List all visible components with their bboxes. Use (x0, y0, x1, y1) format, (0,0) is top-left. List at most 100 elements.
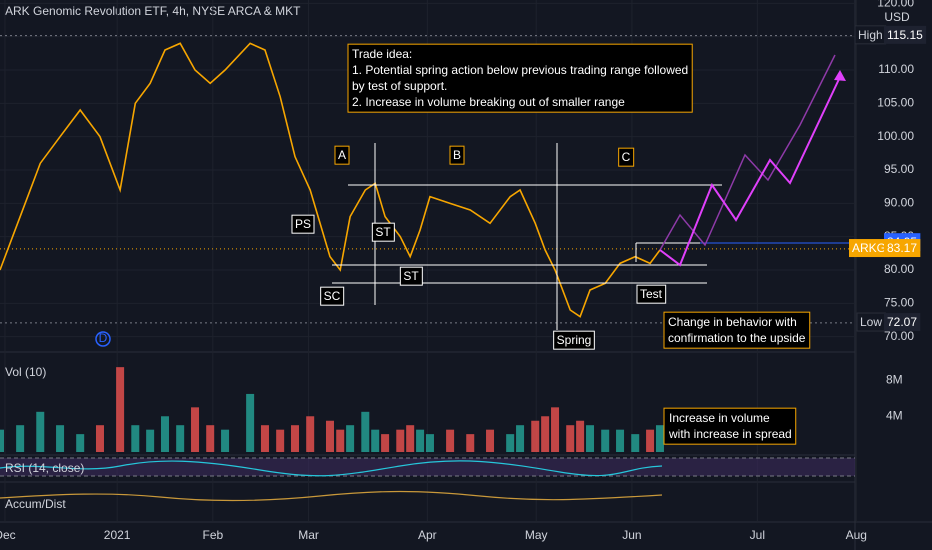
volume-bar (76, 434, 85, 452)
x-tick-label: Apr (418, 528, 437, 542)
phase-label: B (453, 148, 461, 162)
volume-bar (306, 416, 315, 452)
y-tick-label: 95.00 (884, 162, 914, 176)
accum-dist-line (0, 490, 663, 502)
x-tick-label: May (525, 528, 548, 542)
volume-bar (566, 425, 575, 452)
x-tick-label: Feb (202, 528, 223, 542)
volume-bar (646, 429, 655, 452)
phase-label-box (618, 147, 635, 167)
y-tick-label: 90.00 (884, 196, 914, 210)
volume-bar (160, 416, 169, 452)
y-tick-label: 75.00 (884, 296, 914, 310)
event-label: SC (324, 289, 341, 303)
x-tick-label: Dec (0, 528, 16, 542)
event-label: Spring (557, 333, 592, 347)
y-tick-label: 105.00 (877, 96, 914, 110)
volume-bar (601, 429, 610, 452)
volume-bar (486, 429, 495, 452)
volume-bar (616, 429, 625, 452)
rsi-label: RSI (14, close) (5, 461, 84, 475)
volume-bar (206, 425, 215, 452)
y-tick-label: 120.00 (877, 0, 914, 10)
phase-label-box (449, 145, 465, 165)
phase-label: C (622, 150, 631, 164)
event-label: Test (640, 287, 663, 301)
event-label-box (291, 214, 315, 234)
volume-note: Increase in volume (669, 411, 770, 425)
volume-bar (531, 420, 540, 452)
projection-alt (659, 54, 836, 251)
projection-arrow (834, 70, 846, 81)
trade-idea: 2. Increase in volume breaking out of sm… (352, 95, 625, 109)
volume-bar (381, 434, 390, 452)
volume-bar (551, 407, 560, 452)
volume-note: with increase in spread (668, 427, 792, 441)
volume-bar (466, 434, 475, 452)
volume-bar (276, 429, 285, 452)
volume-note-box (663, 407, 797, 445)
volume-bar (176, 425, 185, 452)
badge-label: High (858, 28, 883, 42)
y-tick-label: 80.00 (884, 262, 914, 276)
event-label-box (553, 330, 595, 350)
volume-bar (325, 420, 334, 452)
price-badge-box (884, 239, 921, 258)
volume-bar (516, 425, 525, 452)
currency: USD (884, 10, 910, 24)
volume-bar (116, 367, 125, 452)
dividend-label: D (99, 331, 108, 345)
badge-label: Low (860, 315, 882, 329)
change-note: confirmation to the upside (668, 331, 806, 345)
price-badge-box (884, 313, 921, 332)
volume-bar (506, 434, 515, 452)
volume-tick-label: 4M (886, 408, 903, 422)
price-badge: 72.07 (887, 315, 917, 329)
dividend-marker (95, 331, 111, 347)
volume-bar (541, 416, 550, 452)
volume-bar (425, 434, 434, 452)
volume-bar (446, 429, 455, 452)
rsi-line (0, 460, 663, 477)
phase-label: A (338, 148, 346, 162)
event-label: PS (295, 217, 311, 231)
volume-bar (336, 429, 345, 452)
volume-bar (246, 393, 255, 452)
y-tick-label: 110.00 (878, 62, 914, 76)
x-tick-label: Aug (846, 528, 867, 542)
event-label: ST (403, 269, 419, 283)
event-label-box (399, 266, 423, 286)
price-badge: 115.15 (887, 28, 923, 42)
volume-bar (0, 429, 4, 452)
price-badge: 83.17 (887, 241, 917, 255)
event-label: ST (375, 225, 391, 239)
annotations-lines (332, 143, 722, 330)
trade-idea: by test of support. (352, 79, 447, 93)
trade-idea-box (347, 43, 693, 113)
volume-bar (586, 425, 595, 452)
volume-bar (371, 429, 380, 452)
volume-bar (576, 420, 585, 452)
volume-bar (56, 425, 65, 452)
phase-label-box (334, 145, 350, 165)
event-label-box (320, 286, 345, 306)
volume-bar (131, 425, 140, 452)
volume-bar (260, 425, 269, 452)
volume-bar (36, 411, 45, 452)
volume-bar (191, 407, 200, 452)
volume-bar (291, 425, 300, 452)
x-tick-label: Mar (298, 528, 319, 542)
projection (659, 76, 841, 267)
trade-idea: 1. Potential spring action below previou… (352, 63, 688, 77)
volume-bar (631, 434, 640, 452)
chart-title: ARK Genomic Revolution ETF, 4h, NYSE ARC… (5, 4, 301, 18)
badge-label-box (849, 239, 890, 258)
trade-idea: Trade idea: (352, 47, 412, 61)
volume-bar (16, 425, 25, 452)
volume-bar (346, 425, 355, 452)
price-line (0, 42, 661, 318)
volume-bar (221, 429, 230, 452)
y-tick-label: 100.00 (877, 129, 914, 143)
volume-label: Vol (10) (5, 365, 46, 379)
